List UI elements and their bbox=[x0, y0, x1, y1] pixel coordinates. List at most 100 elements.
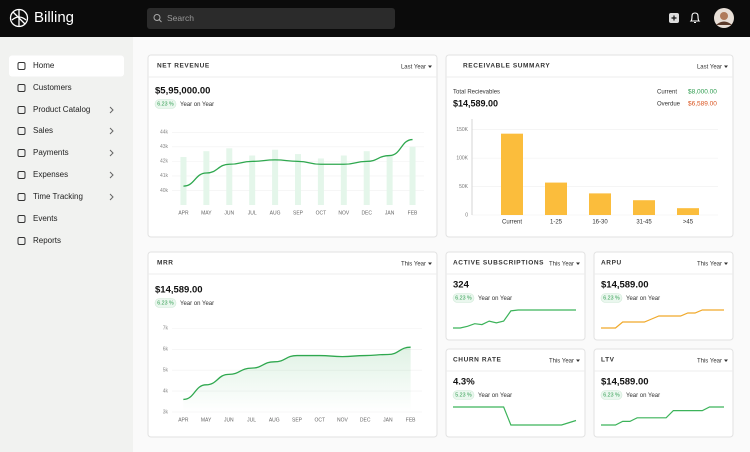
background-bar bbox=[249, 155, 256, 205]
x-tick-label: DEC bbox=[361, 210, 372, 216]
period-dropdown[interactable]: This Year bbox=[697, 359, 722, 365]
change-label: Year on Year bbox=[180, 301, 214, 307]
bar bbox=[677, 208, 699, 215]
background-bar bbox=[409, 146, 416, 205]
add-icon bbox=[671, 15, 677, 21]
logo bbox=[9, 8, 29, 28]
x-tick-label: AUG bbox=[269, 417, 280, 423]
bar bbox=[545, 182, 567, 215]
summary-label: Overdue bbox=[657, 102, 681, 108]
period-dropdown[interactable]: Last Year bbox=[697, 65, 722, 71]
sidebar-nav: Home Customers Product Catalog Sales Payment… bbox=[9, 55, 124, 245]
nav-item[interactable]: Events bbox=[17, 214, 57, 223]
y-tick-label: 40k bbox=[160, 188, 169, 194]
y-tick-label: 44k bbox=[160, 130, 169, 136]
x-tick-label: JUN bbox=[224, 417, 234, 423]
amount: 324 bbox=[453, 280, 470, 291]
y-tick-label: 0 bbox=[465, 212, 468, 218]
x-tick-label: DEC bbox=[360, 417, 371, 423]
change-value: 6.23 % bbox=[157, 102, 174, 108]
nav-item[interactable]: Sales bbox=[17, 126, 114, 135]
nav-item[interactable]: Reports bbox=[17, 236, 61, 245]
summary-label: Current bbox=[657, 90, 677, 96]
main-content: NET REVENUE Last Year $5,95,000.00 6.23 % Ye… bbox=[147, 54, 734, 438]
change-value: 6.23 % bbox=[603, 393, 620, 399]
change-badge bbox=[154, 298, 177, 308]
period-dropdown[interactable]: This Year bbox=[549, 359, 574, 365]
summary-label: Total Recievables bbox=[453, 90, 500, 96]
nav-label: Time Tracking bbox=[33, 192, 83, 201]
period-dropdown[interactable]: Last Year bbox=[401, 65, 426, 71]
search-placeholder: Search bbox=[167, 13, 194, 23]
nav-label: Expenses bbox=[33, 170, 68, 179]
nav-item[interactable]: Payments bbox=[17, 148, 114, 157]
change-badge bbox=[600, 390, 623, 400]
nav-label: Home bbox=[33, 61, 55, 70]
y-tick-label: 6k bbox=[163, 347, 169, 353]
card-title: RECEIVABLE SUMMARY bbox=[463, 63, 550, 70]
change-label: Year on Year bbox=[180, 102, 214, 108]
period-dropdown[interactable]: This Year bbox=[401, 262, 426, 268]
x-tick-label: 31-45 bbox=[636, 220, 652, 226]
y-tick-label: 50K bbox=[459, 184, 469, 190]
amount: $14,589.00 bbox=[155, 285, 203, 296]
chevron bbox=[109, 193, 114, 201]
background-bar bbox=[226, 148, 233, 205]
nav-item[interactable]: Customers bbox=[17, 83, 72, 92]
chevron bbox=[109, 127, 114, 135]
nav-item[interactable]: Home bbox=[9, 55, 124, 77]
chevron bbox=[109, 171, 114, 179]
dropdown-caret bbox=[576, 359, 580, 362]
nav-icon bbox=[17, 62, 26, 70]
change-value: 6.23 % bbox=[603, 296, 620, 302]
nav-icon bbox=[17, 84, 26, 92]
search-input[interactable] bbox=[147, 8, 395, 29]
nav-item[interactable]: Expenses bbox=[17, 170, 114, 179]
y-tick-label: 42k bbox=[160, 159, 169, 165]
nav-item[interactable]: Time Tracking bbox=[17, 192, 114, 201]
x-tick-label: JUN bbox=[224, 210, 234, 216]
notifications-button[interactable] bbox=[689, 12, 701, 24]
x-tick-label: FEB bbox=[406, 417, 416, 423]
x-tick-label: >45 bbox=[683, 220, 694, 226]
sparkline bbox=[601, 309, 724, 329]
y-tick-label: 43k bbox=[160, 144, 169, 150]
nav-icon bbox=[17, 193, 26, 201]
change-label: Year on Year bbox=[626, 296, 660, 302]
period-dropdown[interactable]: This Year bbox=[697, 262, 722, 268]
background-bar bbox=[317, 158, 324, 205]
nav-item[interactable]: Product Catalog bbox=[17, 105, 114, 114]
change-label: Year on Year bbox=[626, 393, 660, 399]
x-tick-label: SEP bbox=[292, 417, 303, 423]
dropdown-caret bbox=[428, 65, 432, 68]
dropdown-caret bbox=[724, 359, 728, 362]
summary-amount: $14,589.00 bbox=[453, 98, 498, 108]
card-title: CHURN RATE bbox=[453, 357, 502, 364]
bar bbox=[633, 200, 655, 215]
dropdown-caret bbox=[724, 262, 728, 265]
sparkline bbox=[601, 406, 724, 426]
avatar-face bbox=[720, 12, 728, 20]
x-tick-label: MAY bbox=[201, 210, 212, 216]
change-value: 6.23 % bbox=[455, 296, 472, 302]
dropdown-caret bbox=[428, 262, 432, 265]
line bbox=[183, 346, 411, 401]
bar bbox=[589, 193, 611, 215]
x-tick-label: NOV bbox=[338, 210, 350, 216]
card-title: ACTIVE SUBSCRIPTIONS bbox=[453, 260, 544, 267]
change-badge bbox=[600, 293, 623, 303]
avatar-body bbox=[716, 21, 732, 25]
sparkline bbox=[453, 406, 577, 426]
y-tick-label: 150K bbox=[456, 127, 468, 133]
dropdown-caret bbox=[724, 65, 728, 68]
x-tick-label: SEP bbox=[293, 210, 304, 216]
x-tick-label: MAY bbox=[201, 417, 212, 423]
nav-icon bbox=[17, 127, 26, 135]
card-title: NET REVENUE bbox=[157, 63, 210, 70]
amount: $14,589.00 bbox=[601, 377, 649, 388]
area bbox=[183, 347, 411, 412]
x-tick-label: 1-25 bbox=[550, 220, 563, 226]
change-label: Year on Year bbox=[478, 296, 512, 302]
period-dropdown[interactable]: This Year bbox=[549, 262, 574, 268]
x-tick-label: APR bbox=[178, 417, 189, 423]
